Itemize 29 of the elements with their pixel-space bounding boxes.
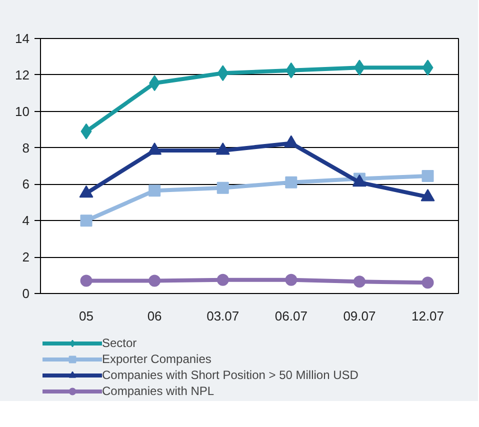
point xyxy=(285,176,298,188)
point xyxy=(422,170,434,182)
point xyxy=(80,274,92,287)
x-tick-label: 09.07 xyxy=(343,308,376,324)
y-tick-label: 6 xyxy=(22,176,30,192)
legend-label: Exporter Companies xyxy=(102,351,212,367)
y-tick-label: 10 xyxy=(15,104,30,119)
legend-label: Companies with NPL xyxy=(102,383,214,399)
point xyxy=(148,184,161,197)
point xyxy=(216,274,229,286)
legend-label: Companies with Short Position > 50 Million USD xyxy=(102,367,358,383)
point xyxy=(285,274,298,286)
point xyxy=(422,276,434,289)
y-tick-label: 8 xyxy=(22,140,30,156)
point xyxy=(148,274,161,287)
x-tick-label: 06 xyxy=(147,308,162,324)
y-tick-label: 0 xyxy=(22,286,30,301)
x-tick-label: 05 xyxy=(79,308,94,324)
point xyxy=(80,214,92,227)
point xyxy=(353,276,366,288)
y-tick-label: 14 xyxy=(15,31,30,46)
x-tick-label: 06.07 xyxy=(274,308,308,324)
point xyxy=(216,182,229,194)
y-tick-label: 12 xyxy=(15,67,30,82)
x-tick-label: 12.07 xyxy=(412,308,444,324)
legend-label: Sector xyxy=(102,335,137,351)
y-tick-label: 4 xyxy=(22,213,30,228)
y-tick-label: 2 xyxy=(22,250,30,265)
x-tick-label: 03.07 xyxy=(206,308,240,324)
